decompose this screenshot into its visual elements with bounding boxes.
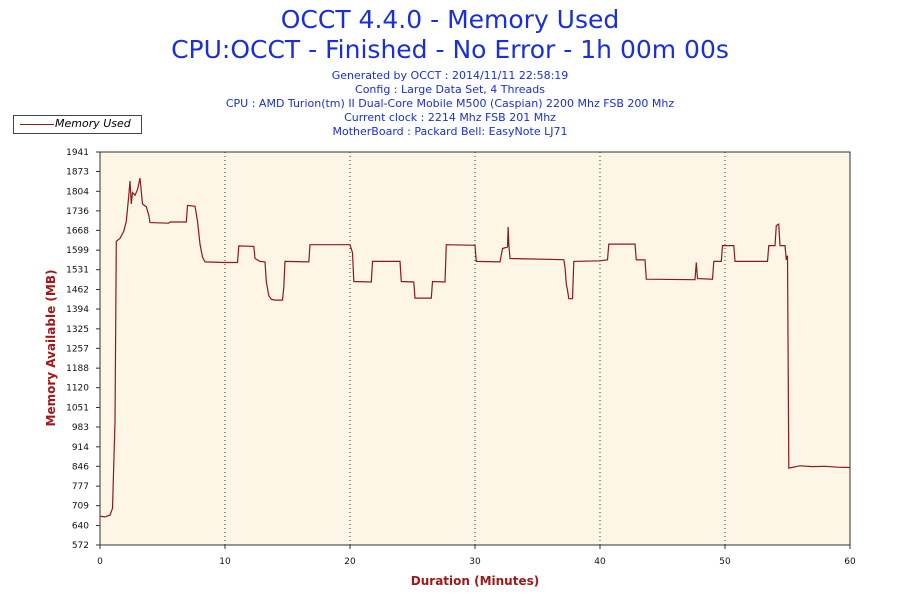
y-tick-label: 1531 [66,266,89,276]
y-tick-label: 777 [72,482,89,492]
x-tick-label: 10 [219,557,231,567]
info-cpu: CPU : AMD Turion(tm) II Dual-Core Mobile… [225,97,675,110]
info-current-clock: Current clock : 2214 Mhz FSB 201 Mhz [344,111,556,124]
info-motherboard: MotherBoard : Packard Bell: EasyNote LJ7… [332,125,568,138]
y-tick-label: 914 [72,443,89,453]
y-tick-label: 1804 [66,187,89,197]
y-tick-label: 709 [72,502,89,512]
x-tick-label: 0 [97,557,103,567]
y-tick-label: 572 [72,541,89,551]
y-tick-label: 1257 [66,344,89,354]
y-tick-label: 1736 [66,207,89,217]
legend: Memory Used [13,115,142,134]
y-tick-label: 1599 [66,246,89,256]
x-tick-label: 40 [594,557,606,567]
x-tick-label: 20 [344,557,356,567]
legend-label: Memory Used [55,117,131,130]
y-tick-label: 1051 [66,403,89,413]
y-tick-label: 640 [72,521,89,531]
info-config: Config : Large Data Set, 4 Threads [355,83,545,96]
y-tick-label: 1188 [66,364,89,374]
x-tick-label: 50 [719,557,731,567]
y-axis-ticks: 572 640 709 777 846 914 983 1051 1120 1188 1257 132… [66,148,100,551]
y-tick-label: 983 [72,423,89,433]
y-tick-label: 1941 [66,148,89,158]
chart-title: OCCT 4.4.0 - Memory Used [280,5,620,34]
grid-lines [224,152,726,545]
y-tick-label: 1394 [66,305,89,315]
chart-subtitle: CPU:OCCT - Finished - No Error - 1h 00m … [171,35,729,64]
y-tick-label: 1668 [66,226,89,236]
y-tick-label: 1120 [66,384,89,394]
legend-swatch [20,124,54,125]
y-axis-title: Memory Available (MB) [44,270,58,427]
y-tick-label: 1325 [66,325,89,335]
y-tick-label: 1873 [66,168,89,178]
series-memory-used-line [99,177,851,518]
info-generated: Generated by OCCT : 2014/11/11 22:58:19 [331,69,569,82]
y-tick-label: 1462 [66,286,89,296]
x-tick-label: 60 [844,557,856,567]
x-axis-ticks: 0 10 20 30 40 50 60 [97,545,856,567]
x-axis-title: Duration (Minutes) [411,574,539,588]
plot-border [99,151,851,546]
y-tick-label: 846 [72,462,89,472]
x-tick-label: 30 [469,557,481,567]
